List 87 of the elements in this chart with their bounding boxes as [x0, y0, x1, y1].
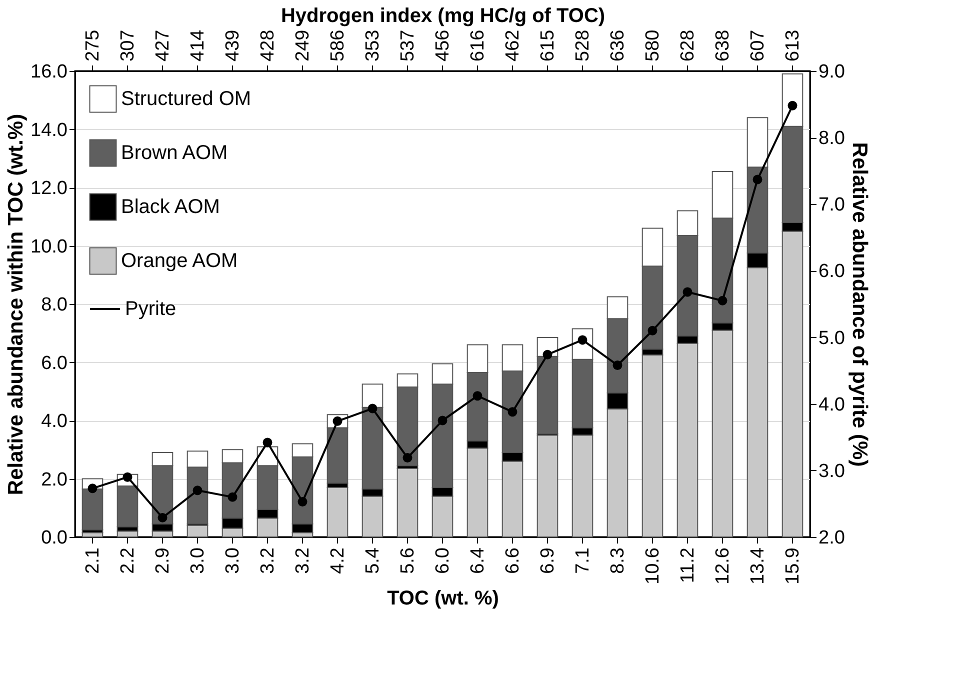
text: 414: [188, 29, 208, 62]
text: 586: [328, 30, 348, 62]
x-tick-label: 3.0: [188, 548, 208, 574]
x-tick-label: 6.9: [538, 548, 558, 574]
y-tick-label: 0.0: [41, 528, 68, 548]
text: 615: [538, 30, 558, 62]
x-tick-label: 11.2: [678, 548, 698, 584]
legend-label: Structured OM: [121, 88, 252, 110]
x-tick-label: 6.0: [432, 548, 454, 574]
y2-tick-label: 2.0: [818, 528, 845, 548]
point: [648, 326, 658, 336]
text: 275: [82, 30, 104, 62]
x-tick-label: 2.2: [118, 548, 138, 574]
x-tick-label: 3.2: [292, 548, 314, 574]
text: 580: [642, 30, 664, 62]
text: 528: [572, 30, 594, 62]
x-tick-label: 5.4: [362, 547, 384, 574]
text: 353: [362, 30, 384, 62]
text: 638: [712, 30, 734, 62]
x-tick-label: 3.2: [258, 548, 278, 574]
text: 439: [222, 30, 244, 62]
point: [752, 174, 762, 184]
y-tick-label: 2.0: [41, 469, 68, 490]
point: [158, 512, 168, 522]
x-tick-label: 8.3: [608, 548, 628, 574]
x2-axis-title: Hydrogen index (mg HC/g of TOC): [280, 4, 606, 27]
point: [542, 350, 552, 360]
x-tick-label: 3.0: [222, 548, 244, 574]
y-tick-label: 16.0: [30, 62, 68, 82]
x-tick-label: 6.6: [502, 548, 524, 574]
text: 456: [432, 30, 454, 62]
text: 427: [152, 30, 174, 62]
point: [402, 453, 412, 463]
y-tick-label: 14.0: [30, 120, 68, 141]
point: [368, 404, 378, 414]
y-tick-label: 8.0: [41, 294, 68, 316]
text: 607: [748, 30, 768, 62]
legend-label: Brown AOM: [121, 142, 228, 164]
y2-tick-label: 6.0: [818, 261, 845, 282]
x-tick-label: 2.9: [152, 548, 174, 574]
text: 613: [782, 30, 804, 62]
point: [262, 438, 272, 448]
point: [612, 360, 622, 370]
y-tick-label: 10.0: [30, 236, 68, 258]
legend-label: Orange AOM: [121, 250, 238, 272]
point: [298, 496, 308, 506]
point: [228, 492, 238, 502]
y-tick-label: 12.0: [30, 178, 68, 199]
x-tick-label: 6.4: [468, 547, 488, 574]
point: [718, 296, 728, 306]
text: 537: [398, 30, 418, 62]
x-tick-label: 10.6: [642, 548, 664, 584]
y-tick-label: 6.0: [41, 352, 68, 374]
point: [682, 287, 692, 297]
text: 428: [258, 30, 278, 62]
y-tick-label: 4.0: [41, 411, 68, 432]
y2-tick-label: 8.0: [818, 128, 845, 150]
point: [508, 407, 518, 417]
y-axis-title: Relative abundance within TOC (wt.%): [4, 114, 28, 496]
bar: [326, 486, 348, 538]
text: 249: [292, 30, 314, 62]
point: [438, 416, 448, 426]
x-tick-label: 5.6: [398, 548, 418, 574]
x-tick-label: 4.2: [328, 548, 348, 574]
point: [472, 391, 482, 401]
x-axis-title: TOC (wt. %): [387, 587, 499, 610]
x-tick-label: 15.9: [782, 548, 804, 584]
text: 462: [502, 30, 524, 62]
y2-axis-title: Relative abundance of pyrite (%): [848, 142, 871, 467]
text: 636: [608, 30, 628, 62]
y2-tick-label: 4.0: [818, 394, 845, 416]
y2-tick-label: 5.0: [818, 328, 845, 349]
y2-tick-label: 3.0: [818, 460, 845, 482]
y2-tick-label: 7.0: [818, 194, 845, 216]
point: [192, 486, 202, 496]
point: [788, 100, 798, 110]
x-tick-label: 7.1: [572, 548, 594, 574]
y2-tick-label: 9.0: [818, 62, 845, 82]
legend-label: Pyrite: [125, 298, 176, 320]
text: 307: [118, 30, 138, 62]
text: 628: [678, 30, 698, 62]
legend-label: Black AOM: [121, 196, 220, 218]
bar: [396, 468, 418, 538]
x-tick-label: 13.4: [748, 547, 768, 584]
text: 616: [468, 30, 488, 62]
x-tick-label: 12.6: [712, 548, 734, 584]
x-tick-label: 2.1: [82, 548, 104, 574]
